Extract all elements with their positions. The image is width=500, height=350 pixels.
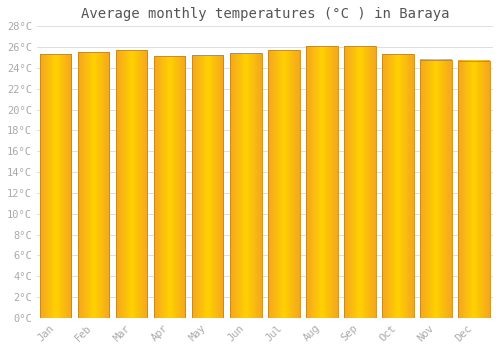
Bar	[306, 46, 338, 318]
Bar	[192, 55, 224, 318]
Bar	[116, 50, 148, 318]
Bar	[268, 50, 300, 318]
Bar	[230, 53, 262, 318]
Bar	[420, 60, 452, 318]
Title: Average monthly temperatures (°C ) in Baraya: Average monthly temperatures (°C ) in Ba…	[80, 7, 449, 21]
Bar	[78, 52, 110, 318]
Bar	[344, 46, 376, 318]
Bar	[382, 54, 414, 318]
Bar	[458, 61, 490, 318]
Bar	[154, 56, 186, 318]
Bar	[40, 54, 72, 318]
